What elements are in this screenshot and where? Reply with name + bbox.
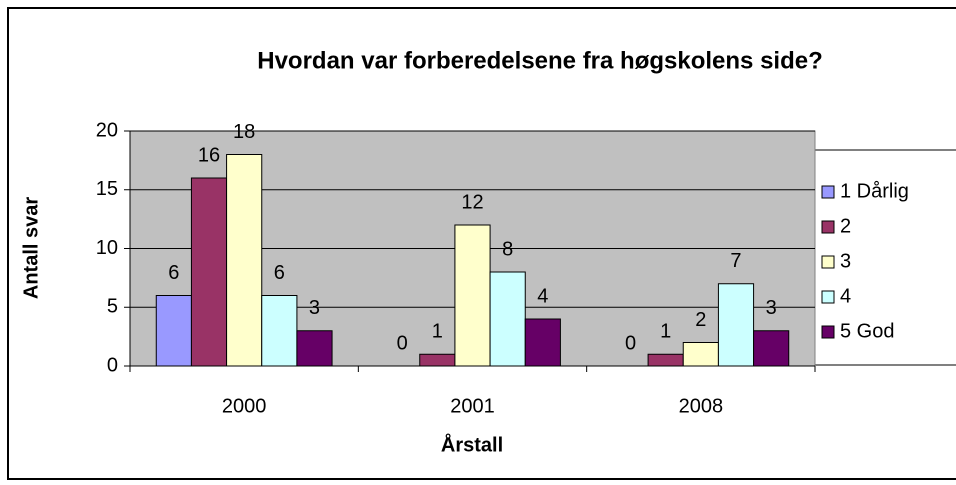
bar — [682, 342, 719, 367]
data-label: 3 — [309, 297, 320, 319]
legend-swatch — [821, 255, 835, 269]
bar — [489, 271, 526, 367]
legend-label: 4 — [840, 285, 851, 307]
y-tick-label: 5 — [107, 296, 118, 318]
legend-swatch — [821, 220, 835, 234]
legend-swatch — [821, 325, 835, 339]
legend-swatch — [821, 290, 835, 304]
chart-title: Hvordan var forberedelsene fra høgskolen… — [257, 47, 823, 74]
y-axis-label: Antall svar — [20, 197, 42, 299]
data-label: 1 — [432, 321, 443, 343]
data-label: 1 — [660, 321, 671, 343]
y-tick-label: 10 — [96, 237, 118, 259]
y-tick-label: 15 — [96, 178, 118, 200]
data-label: 2 — [695, 309, 706, 331]
bar — [419, 353, 456, 367]
x-tick-label: 2001 — [450, 395, 495, 417]
legend-swatch — [821, 185, 835, 199]
data-label: 16 — [198, 144, 220, 166]
legend-label: 1 Dårlig — [840, 180, 909, 202]
bar — [454, 224, 491, 367]
data-label: 4 — [537, 285, 548, 307]
data-label: 6 — [274, 262, 285, 284]
data-label: 0 — [625, 332, 636, 354]
bar — [226, 154, 263, 367]
data-label: 7 — [730, 250, 741, 272]
data-label: 3 — [766, 297, 777, 319]
bar — [296, 330, 333, 367]
bar — [647, 353, 684, 367]
bar — [155, 295, 192, 367]
legend-label: 3 — [840, 250, 851, 272]
data-label: 8 — [502, 238, 513, 260]
bar — [190, 177, 228, 367]
data-label: 12 — [461, 191, 483, 213]
bar — [524, 318, 561, 367]
legend-label: 5 God — [840, 320, 894, 342]
legend-box — [814, 149, 956, 366]
y-tick-label: 0 — [107, 354, 118, 376]
x-tick-label: 2008 — [679, 395, 724, 417]
data-label: 18 — [233, 121, 255, 143]
bar — [717, 283, 755, 367]
legend-label: 2 — [840, 215, 851, 237]
bar — [753, 330, 790, 367]
data-label: 6 — [168, 262, 179, 284]
data-label: 0 — [397, 332, 408, 354]
y-tick-label: 20 — [96, 119, 118, 141]
bar — [261, 295, 298, 367]
x-tick-label: 2000 — [222, 395, 267, 417]
x-axis-label: Årstall — [441, 432, 503, 456]
